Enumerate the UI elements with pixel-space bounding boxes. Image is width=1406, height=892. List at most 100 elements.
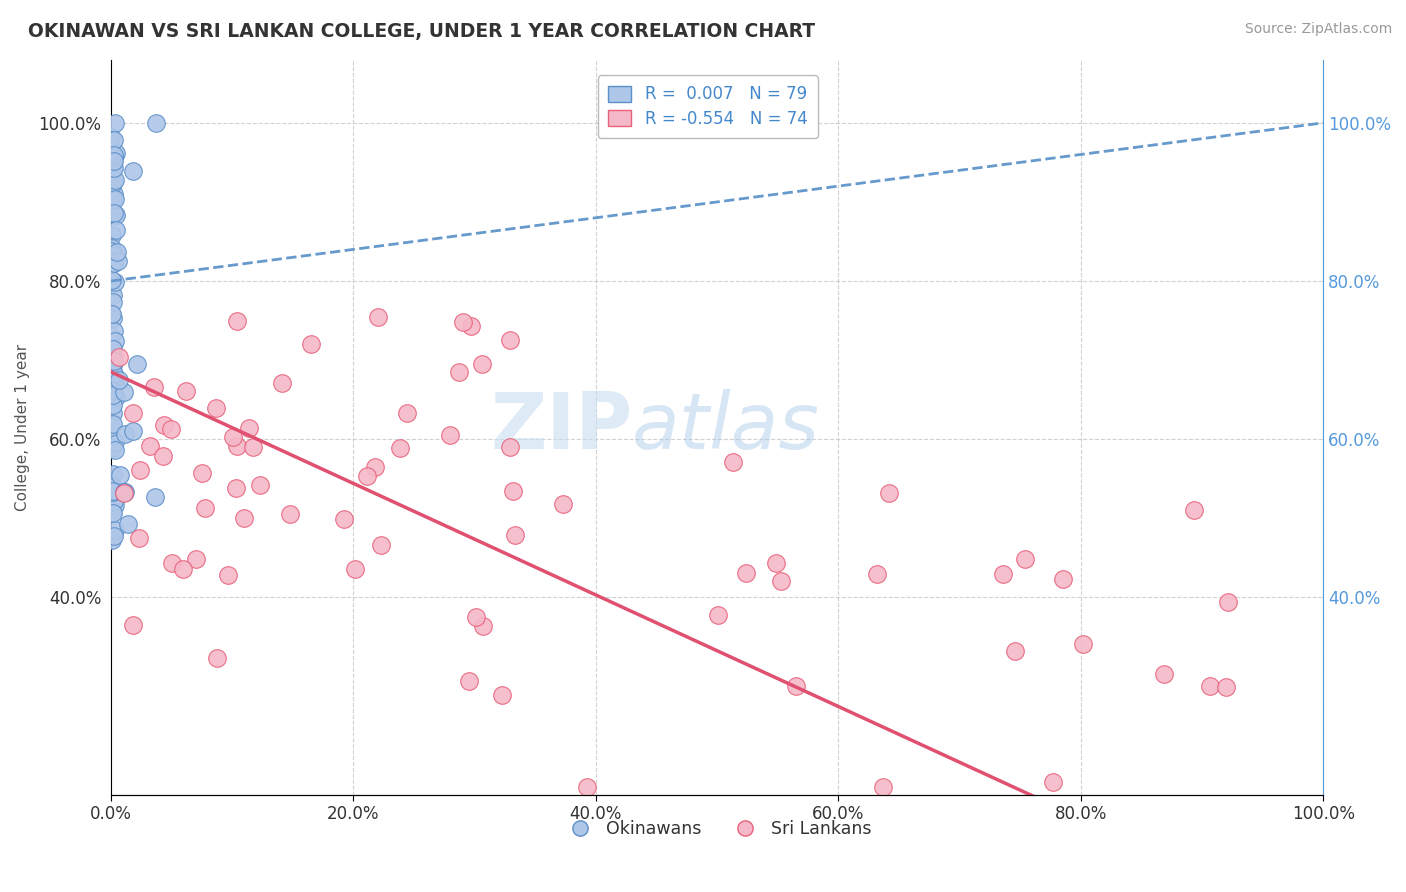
Point bbox=[101, 160, 124, 174]
Point bbox=[364, 460, 387, 475]
Point bbox=[103, 153, 125, 168]
Point bbox=[103, 288, 125, 302]
Point bbox=[122, 164, 145, 178]
Point bbox=[107, 254, 129, 268]
Point bbox=[1042, 775, 1064, 789]
Point bbox=[128, 531, 150, 545]
Point bbox=[471, 357, 494, 371]
Point bbox=[104, 275, 127, 289]
Point bbox=[103, 358, 125, 372]
Point bbox=[103, 367, 125, 381]
Point bbox=[153, 417, 176, 432]
Point bbox=[103, 397, 125, 411]
Point bbox=[103, 294, 125, 309]
Point bbox=[866, 567, 889, 582]
Point bbox=[575, 780, 598, 794]
Point bbox=[103, 384, 125, 398]
Point bbox=[145, 116, 167, 130]
Point bbox=[194, 501, 217, 516]
Point bbox=[270, 376, 292, 390]
Point bbox=[503, 528, 526, 542]
Point bbox=[1184, 502, 1206, 516]
Point bbox=[104, 192, 127, 206]
Point bbox=[299, 336, 322, 351]
Point bbox=[101, 154, 124, 169]
Point bbox=[356, 469, 378, 483]
Point bbox=[458, 673, 481, 688]
Point bbox=[769, 574, 792, 589]
Point bbox=[367, 310, 389, 325]
Point bbox=[103, 528, 125, 542]
Point bbox=[101, 480, 124, 494]
Point bbox=[101, 484, 124, 499]
Point bbox=[103, 467, 125, 481]
Point bbox=[465, 610, 488, 624]
Point bbox=[101, 311, 124, 326]
Point bbox=[232, 511, 254, 525]
Point bbox=[112, 485, 135, 500]
Point bbox=[101, 506, 124, 520]
Point bbox=[104, 498, 127, 512]
Point bbox=[101, 387, 124, 401]
Point bbox=[112, 484, 135, 499]
Point bbox=[104, 146, 127, 161]
Point bbox=[225, 439, 247, 453]
Point bbox=[104, 523, 127, 537]
Point bbox=[205, 650, 228, 665]
Point bbox=[101, 192, 124, 206]
Point bbox=[439, 428, 461, 442]
Point bbox=[222, 430, 245, 444]
Point bbox=[225, 482, 247, 496]
Point bbox=[127, 357, 149, 371]
Point bbox=[138, 438, 160, 452]
Point bbox=[104, 334, 127, 349]
Point bbox=[142, 380, 165, 394]
Point bbox=[249, 478, 271, 492]
Point bbox=[101, 241, 124, 255]
Point bbox=[100, 376, 122, 390]
Point bbox=[100, 329, 122, 343]
Point bbox=[104, 223, 127, 237]
Point bbox=[498, 440, 520, 454]
Point bbox=[103, 133, 125, 147]
Point bbox=[103, 256, 125, 270]
Point bbox=[502, 483, 524, 498]
Point bbox=[103, 205, 125, 219]
Point bbox=[389, 441, 412, 455]
Point bbox=[101, 484, 124, 499]
Point bbox=[707, 608, 730, 623]
Point bbox=[735, 566, 758, 581]
Point bbox=[100, 130, 122, 145]
Point bbox=[1071, 637, 1094, 651]
Point bbox=[101, 257, 124, 271]
Point bbox=[103, 248, 125, 262]
Point bbox=[103, 148, 125, 162]
Point bbox=[104, 390, 127, 404]
Point bbox=[101, 533, 124, 547]
Point bbox=[101, 406, 124, 420]
Point bbox=[104, 173, 127, 187]
Point bbox=[104, 434, 127, 449]
Point bbox=[472, 619, 495, 633]
Point bbox=[110, 467, 132, 482]
Point bbox=[238, 421, 260, 435]
Point bbox=[101, 273, 124, 287]
Text: Source: ZipAtlas.com: Source: ZipAtlas.com bbox=[1244, 22, 1392, 37]
Point bbox=[872, 780, 894, 794]
Point bbox=[242, 441, 264, 455]
Point bbox=[225, 314, 247, 328]
Point bbox=[122, 618, 145, 632]
Point bbox=[396, 406, 419, 420]
Point bbox=[1052, 572, 1074, 586]
Point bbox=[108, 350, 131, 364]
Text: ZIP: ZIP bbox=[491, 389, 633, 466]
Point bbox=[103, 351, 125, 365]
Point bbox=[103, 154, 125, 169]
Point bbox=[103, 354, 125, 368]
Point bbox=[112, 385, 135, 400]
Point bbox=[1198, 679, 1220, 693]
Point bbox=[103, 368, 125, 382]
Point bbox=[100, 475, 122, 490]
Point bbox=[129, 463, 152, 477]
Point bbox=[162, 556, 184, 570]
